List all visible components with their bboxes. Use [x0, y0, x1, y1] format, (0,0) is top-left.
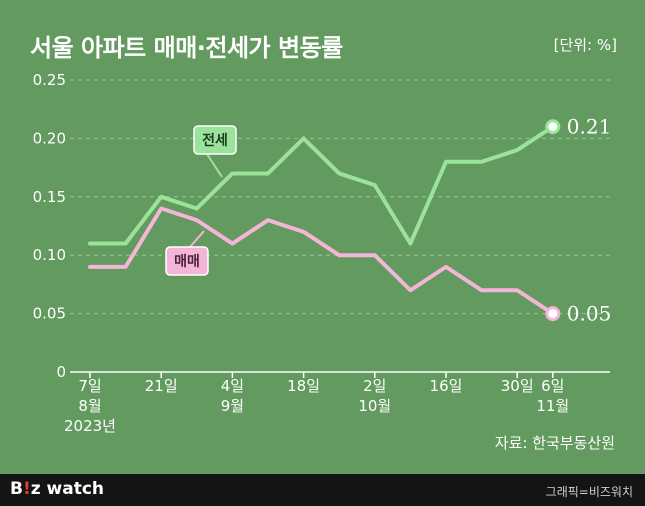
data-point — [230, 242, 234, 246]
data-point — [88, 242, 92, 246]
end-value-label: 0.21 — [567, 115, 612, 139]
unit-label: [단위: %] — [553, 36, 617, 54]
x-tick-label: 11월 — [536, 397, 569, 415]
y-tick-label: 0.10 — [33, 246, 66, 264]
chart-title: 서울 아파트 매매·전세가 변동률 — [30, 34, 343, 62]
x-tick-label: 7일 — [78, 377, 101, 395]
series-line-0 — [88, 124, 555, 246]
series-label-box — [193, 125, 237, 155]
data-point — [88, 265, 92, 269]
line-chart: 0 0.05 0.10 0.15 0.20 0.25 7일 8월 2023년 21일 4일 9월 18일… — [33, 71, 612, 435]
data-point — [266, 171, 270, 175]
data-point — [515, 288, 519, 292]
series-name-label: 전세 — [202, 132, 228, 149]
y-tick-label: 0.15 — [33, 188, 66, 206]
callout-leader — [189, 230, 205, 248]
graphic-credit: 그래픽=비즈워치 — [545, 485, 633, 499]
y-tick-label: 0.05 — [33, 305, 66, 323]
x-tick-label: 6일 — [541, 377, 564, 395]
series-line-1 — [88, 206, 555, 316]
end-value-label: 0.05 — [567, 302, 612, 326]
x-tick-label: 4일 — [221, 377, 244, 395]
data-point — [195, 206, 199, 210]
data-point — [480, 288, 484, 292]
source-label: 자료: 한국부동산원 — [494, 434, 615, 452]
end-marker — [545, 119, 561, 135]
x-tick-label: 21일 — [145, 377, 178, 395]
bizwatch-logo: B!z watch — [10, 479, 105, 499]
x-tick-label: 2023년 — [64, 417, 116, 435]
series-name-label: 매매 — [174, 254, 200, 270]
x-tick-label: 30일 — [501, 377, 534, 395]
data-point — [195, 218, 199, 222]
data-point — [159, 195, 163, 199]
data-point — [373, 253, 377, 257]
data-point — [124, 265, 128, 269]
x-tick-label: 10월 — [358, 397, 391, 415]
data-point — [124, 242, 128, 246]
x-tick-label: 8월 — [78, 397, 101, 415]
data-point — [444, 265, 448, 269]
data-point — [408, 242, 412, 246]
data-point — [337, 253, 341, 257]
data-point — [408, 288, 412, 292]
footer-bar: B!z watch 그래픽=비즈워치 — [0, 474, 645, 506]
x-tick-label: 16일 — [430, 377, 463, 395]
data-point — [480, 160, 484, 164]
x-tick-label: 18일 — [287, 377, 320, 395]
data-point — [302, 230, 306, 234]
data-point — [302, 136, 306, 140]
y-tick-label: 0.20 — [33, 129, 66, 147]
series-label-box — [165, 246, 209, 276]
data-point — [230, 171, 234, 175]
y-tick-label: 0 — [56, 363, 66, 381]
y-tick-label: 0.25 — [33, 71, 66, 89]
data-point — [266, 218, 270, 222]
x-tick-label: 2일 — [363, 377, 386, 395]
data-point — [337, 171, 341, 175]
data-point — [444, 160, 448, 164]
data-point — [515, 148, 519, 152]
data-point — [373, 183, 377, 187]
data-point — [159, 206, 163, 210]
x-tick-label: 9월 — [221, 397, 244, 415]
end-marker — [545, 306, 561, 322]
callout-leader — [206, 153, 223, 178]
